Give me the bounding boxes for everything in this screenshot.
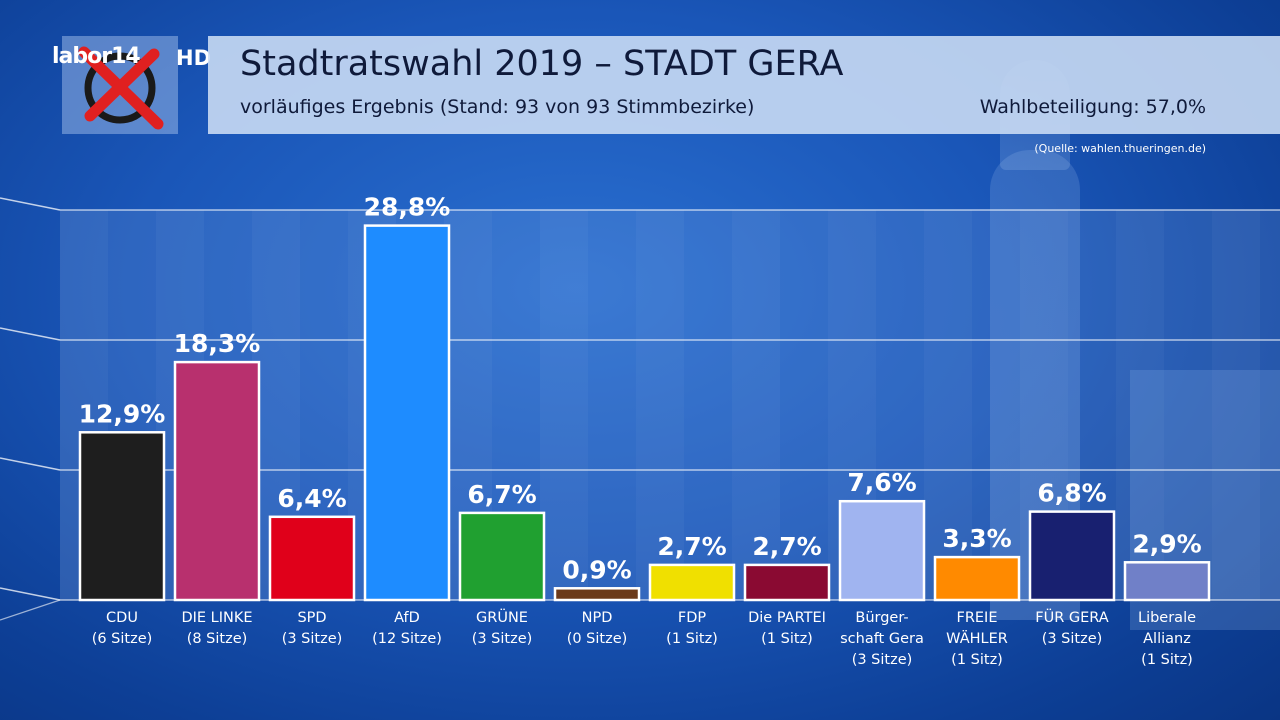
category-label: (1 Sitz): [1141, 652, 1193, 668]
category-label: WÄHLER: [946, 629, 1008, 647]
category-label: FREIE: [956, 610, 997, 626]
category-label: NPD: [582, 610, 613, 626]
bar: [648, 563, 736, 602]
bar-value-label: 6,8%: [1037, 479, 1106, 508]
category-label: schaft Gera: [840, 631, 924, 647]
category-label: (3 Sitze): [472, 631, 533, 647]
category-label: Liberale: [1138, 610, 1196, 626]
bar-value-label: 2,9%: [1132, 529, 1201, 558]
grid-line-side: [0, 457, 61, 471]
bar-value-label: 28,8%: [364, 193, 451, 222]
category-label: (1 Sitz): [761, 631, 813, 647]
grid-line-side: [0, 587, 61, 601]
bar-value-label: 0,9%: [562, 555, 631, 584]
ballot-logo-box: [62, 36, 178, 134]
title-panel: [208, 36, 1280, 134]
channel-logo: labor14: [52, 44, 141, 69]
bar: [933, 555, 1021, 602]
bar: [1028, 510, 1116, 602]
grid-line-side: [0, 197, 61, 211]
bar-value-label: 12,9%: [79, 399, 166, 428]
bar-value-label: 6,7%: [467, 480, 536, 509]
grid-line-floor: [0, 599, 61, 621]
category-label: AfD: [394, 610, 420, 626]
bar-value-label: 6,4%: [277, 484, 346, 513]
chart-title: Stadtratswahl 2019 – STADT GERA: [240, 44, 844, 84]
category-label: DIE LINKE: [181, 610, 252, 626]
hd-badge: HD: [176, 46, 212, 70]
category-label: (3 Sitze): [852, 652, 913, 668]
category-label: Bürger-: [855, 610, 908, 626]
bar-value-label: 7,6%: [847, 468, 916, 497]
category-label: (0 Sitze): [567, 631, 628, 647]
category-label: (3 Sitze): [1042, 631, 1103, 647]
category-label: FDP: [678, 610, 707, 626]
bar: [268, 515, 356, 602]
bar-value-label: 2,7%: [657, 532, 726, 561]
category-label: CDU: [106, 610, 138, 626]
grid-line-side: [0, 327, 61, 341]
source-note: (Quelle: wahlen.thueringen.de): [1034, 142, 1206, 155]
bar: [363, 224, 451, 602]
bar: [838, 499, 926, 602]
turnout-label: Wahlbeteiligung: 57,0%: [979, 96, 1206, 118]
category-label: SPD: [297, 610, 326, 626]
bar: [78, 431, 166, 602]
category-label: FÜR GERA: [1035, 608, 1109, 626]
bar-value-label: 2,7%: [752, 532, 821, 561]
bar: [173, 360, 261, 602]
category-label: Die PARTEI: [748, 610, 826, 626]
category-label: (8 Sitze): [187, 631, 248, 647]
bar-value-label: 3,3%: [942, 524, 1011, 553]
category-label: (12 Sitze): [372, 631, 442, 647]
bar: [458, 511, 546, 602]
bar: [1123, 561, 1211, 602]
category-label: (3 Sitze): [282, 631, 343, 647]
category-label: GRÜNE: [476, 608, 528, 626]
category-label: (1 Sitz): [951, 652, 1003, 668]
bar: [743, 563, 831, 602]
category-label: (6 Sitze): [92, 631, 153, 647]
chart-subtitle: vorläufiges Ergebnis (Stand: 93 von 93 S…: [240, 96, 755, 118]
category-label: (1 Sitz): [666, 631, 718, 647]
bar: [553, 587, 641, 602]
ballot-cross-icon: [78, 46, 164, 130]
bar-value-label: 18,3%: [174, 329, 261, 358]
category-label: Allianz: [1143, 631, 1191, 647]
